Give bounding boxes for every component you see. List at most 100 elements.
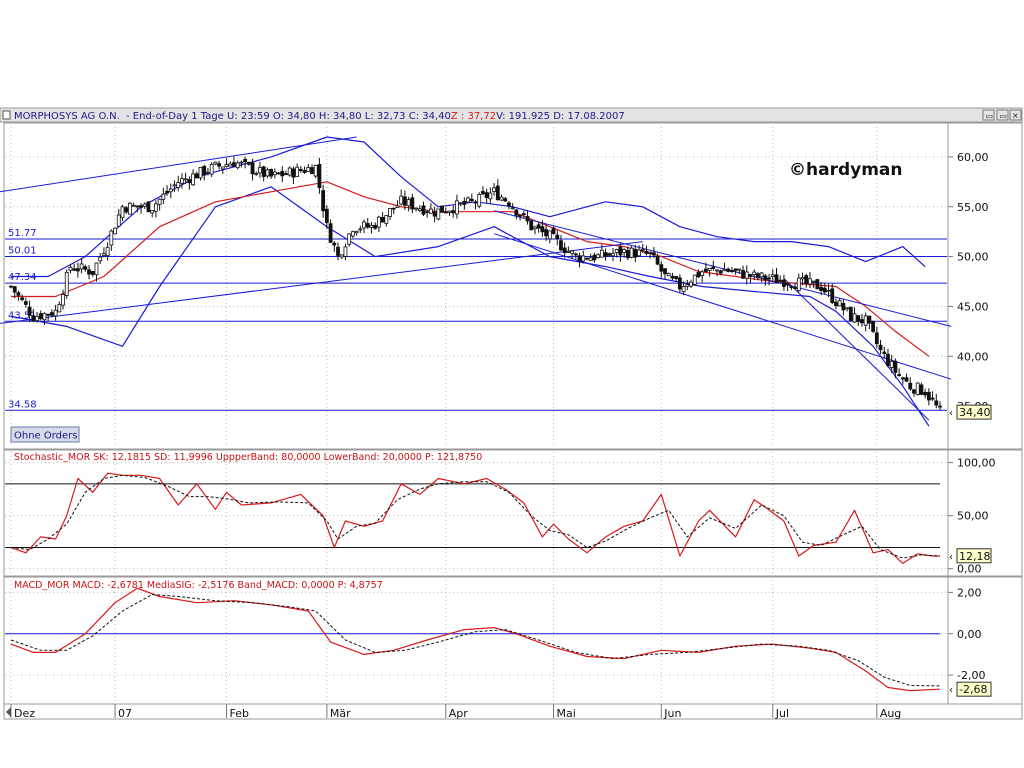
candle-body — [402, 196, 407, 206]
candle-body — [380, 216, 385, 223]
candle-body — [350, 231, 355, 237]
candle-body — [730, 270, 734, 272]
candle-body — [611, 253, 615, 257]
candle-body — [930, 397, 935, 400]
candle-body — [848, 306, 853, 321]
candle-body — [700, 271, 705, 276]
candle-body — [180, 178, 184, 184]
candle-body — [232, 162, 236, 167]
candle-body — [414, 207, 418, 210]
candle-body — [388, 208, 392, 217]
x-tick-label: Jul — [775, 707, 789, 720]
candle-body — [666, 272, 671, 277]
candle-body — [778, 279, 783, 282]
candle-body — [904, 377, 909, 382]
candle-body — [202, 166, 207, 176]
x-tick-label: Dez — [14, 707, 35, 720]
candle-body — [131, 204, 136, 207]
candle-body — [503, 198, 508, 202]
maximize-button[interactable] — [996, 109, 1009, 121]
candle-body — [75, 268, 80, 272]
candle-body — [488, 192, 493, 200]
candle-body — [845, 307, 849, 310]
header-z: Z : 37,72 — [451, 111, 496, 122]
candle-body — [912, 389, 916, 394]
candle-body — [748, 274, 753, 277]
candle-body — [373, 224, 378, 229]
candle-body — [209, 164, 214, 175]
candle-body — [154, 203, 158, 212]
candle-body — [834, 301, 838, 307]
ohne-orders-button[interactable] — [10, 426, 80, 443]
candle-body — [592, 254, 597, 261]
candle-body — [447, 210, 452, 213]
candle-body — [239, 161, 244, 164]
candle-body — [581, 255, 586, 262]
moving-average-line — [11, 181, 930, 357]
candle-body — [555, 234, 560, 240]
candle-body — [830, 288, 835, 304]
candle-body — [53, 309, 58, 317]
candle-body — [321, 190, 326, 212]
candle-body — [659, 264, 664, 272]
candle-body — [793, 287, 797, 290]
candle-body — [573, 253, 578, 256]
candle-body — [521, 213, 526, 215]
candle-body — [291, 168, 296, 178]
candle-body — [770, 274, 775, 277]
candle-body — [648, 251, 653, 254]
candle-body — [681, 286, 686, 293]
candle-body — [306, 167, 311, 172]
close-button[interactable] — [1009, 109, 1022, 121]
y-tick-label: 55,00 — [957, 201, 989, 214]
candle-body — [692, 274, 697, 285]
candle-body — [213, 161, 218, 165]
stochastic-title: Stochastic_MOR SK: 12,1815 SD: 11,9996 U… — [14, 452, 482, 463]
candle-body — [206, 171, 210, 174]
candle-body — [284, 173, 288, 176]
last-value-marker: ‹ — [949, 408, 953, 419]
candle-body — [429, 208, 433, 214]
candle-body — [139, 205, 143, 208]
minimize-icon: ▭ — [986, 112, 994, 121]
candle-body — [756, 273, 760, 278]
candle-body — [625, 250, 630, 259]
candle-body — [570, 250, 575, 254]
candle-body — [250, 162, 255, 175]
candle-body — [443, 211, 448, 214]
candle-body — [128, 202, 132, 215]
candle-body — [551, 227, 556, 235]
y-tick-label: 0,00 — [957, 628, 982, 641]
candle-body — [168, 188, 173, 193]
y-tick-label: 2,00 — [957, 586, 982, 599]
candle-body — [919, 384, 924, 395]
candle-body — [585, 257, 589, 260]
indicator-lines — [0, 136, 952, 692]
trendline — [0, 136, 357, 193]
candle-body — [399, 195, 404, 205]
minimize-button[interactable] — [982, 109, 995, 121]
candle-body — [800, 277, 805, 280]
last-value-box — [956, 548, 992, 564]
candle-body — [481, 191, 485, 195]
candle-body — [473, 201, 478, 204]
scroll-left-icon[interactable] — [6, 707, 11, 717]
trendline — [0, 241, 643, 324]
candle-body — [726, 268, 731, 272]
y-tick-label: 50,00 — [957, 251, 989, 264]
candle-body — [94, 262, 99, 276]
candle-body — [651, 252, 656, 256]
candle-body — [629, 247, 634, 258]
candle-body — [440, 205, 444, 213]
candle-body — [711, 266, 716, 269]
candle-body — [607, 253, 612, 256]
candle-body — [785, 283, 790, 286]
candle-body — [83, 266, 88, 270]
candle-body — [484, 192, 489, 199]
candle-body — [265, 169, 270, 177]
candle-body — [313, 165, 318, 177]
candle-body — [518, 214, 522, 217]
candle-body — [703, 268, 708, 272]
candle-body — [64, 271, 69, 296]
candles — [9, 156, 942, 411]
